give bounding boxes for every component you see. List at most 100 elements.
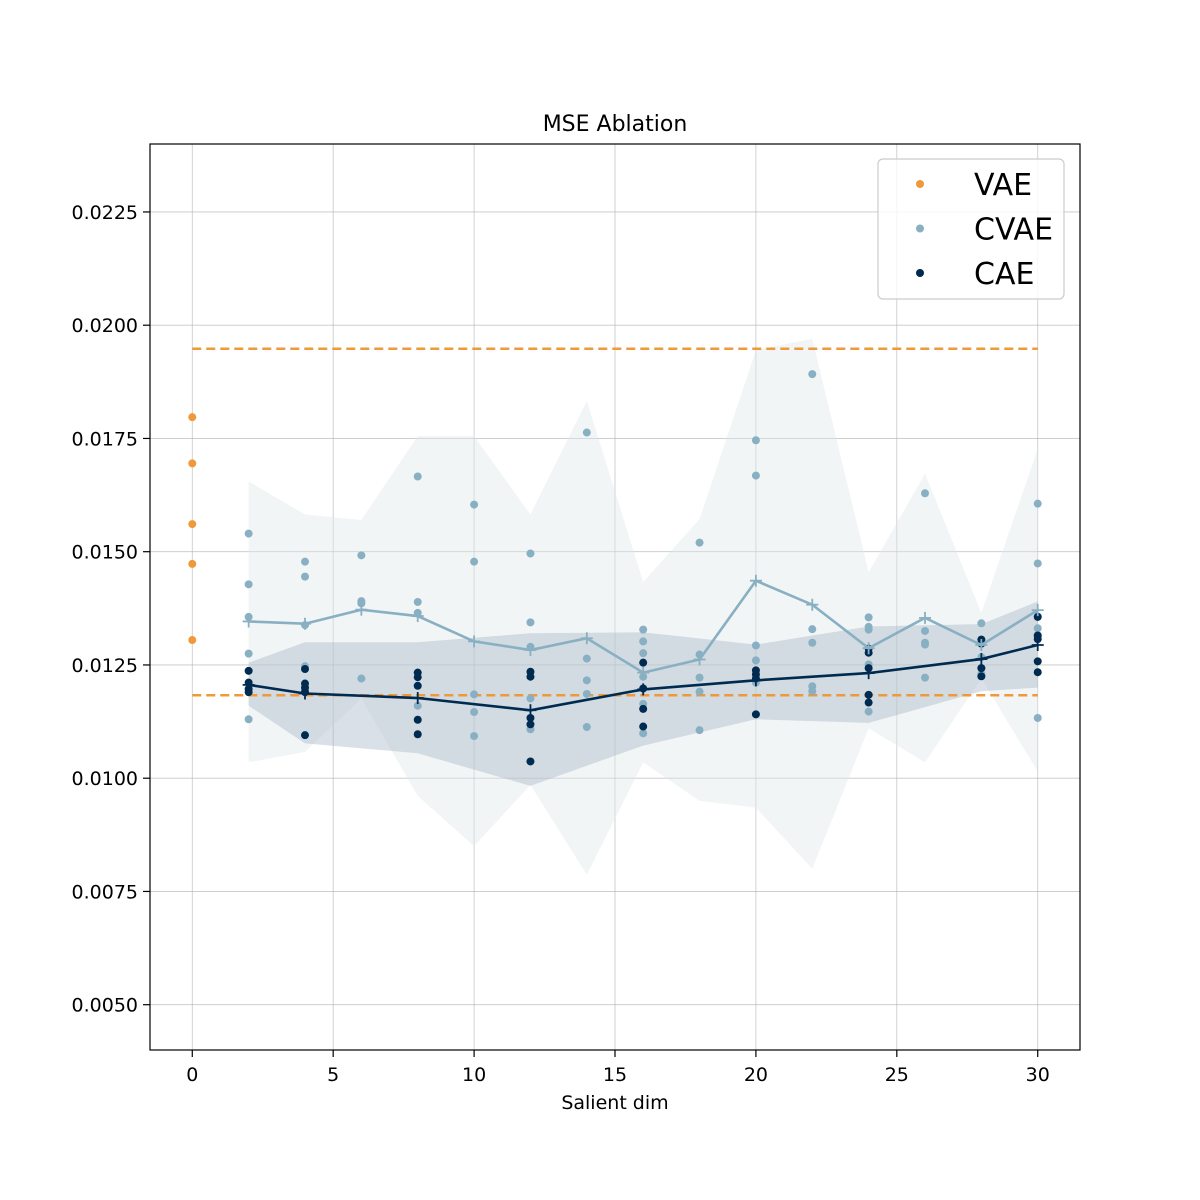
cvae-point	[751, 471, 760, 480]
vae-point	[188, 520, 197, 529]
cae-mean-marker	[299, 687, 311, 700]
cae-point	[977, 664, 986, 673]
cae-mean-marker	[242, 678, 255, 691]
cvae-point	[244, 529, 253, 538]
cvae-mean-marker	[242, 615, 255, 628]
legend-marker-cvae	[916, 224, 924, 233]
legend-label-cae: CAE	[974, 257, 1034, 292]
cae-point	[413, 730, 422, 739]
cae-mean-marker	[1031, 639, 1044, 652]
vae-point	[188, 636, 197, 645]
cvae-mean-marker	[862, 642, 875, 655]
cvae-mean-marker	[299, 617, 311, 630]
cae-mean-marker	[749, 674, 762, 687]
cvae-point	[357, 551, 366, 560]
y-tick-label: 0.0200	[72, 315, 138, 337]
y-tick-label: 0.0150	[72, 542, 138, 564]
cae-point	[244, 666, 253, 675]
cae-point	[526, 757, 535, 766]
cae-point	[977, 672, 986, 681]
cvae-point	[921, 673, 929, 682]
cvae-point	[977, 619, 986, 628]
cvae-point	[808, 625, 817, 634]
cvae-point	[864, 625, 873, 634]
cvae-mean-marker	[468, 635, 481, 648]
cvae-mean-marker	[975, 639, 988, 652]
cvae-point	[301, 557, 309, 566]
cvae-mean-marker	[1031, 604, 1044, 617]
cvae-point	[639, 649, 648, 658]
x-axis-label: Salient dim	[561, 1092, 668, 1114]
y-tick-label: 0.0100	[72, 768, 138, 790]
x-tick-label: 10	[462, 1064, 486, 1086]
x-tick-label: 5	[327, 1064, 339, 1086]
cvae-point	[695, 538, 704, 547]
cae-point	[1033, 657, 1042, 666]
cvae-mean-marker	[919, 611, 931, 624]
cvae-point	[470, 557, 479, 566]
vae-point	[188, 459, 197, 468]
x-tick-label: 15	[603, 1064, 627, 1086]
cae-point	[413, 715, 422, 724]
data-points	[188, 370, 1044, 766]
cvae-point	[582, 676, 591, 685]
x-tick-label: 25	[885, 1064, 909, 1086]
cae-point	[526, 720, 535, 729]
cvae-point	[413, 597, 422, 606]
cvae-point	[582, 689, 591, 698]
y-tick-label: 0.0175	[72, 428, 138, 450]
vae-point	[188, 559, 197, 568]
cvae-mean-marker	[637, 666, 650, 679]
cae-point	[526, 672, 535, 681]
cvae-point	[751, 641, 760, 650]
cvae-point	[639, 625, 648, 634]
cae-mean-marker	[975, 653, 988, 666]
cvae-point	[470, 732, 479, 741]
cvae-point	[470, 708, 479, 717]
cae-mean-marker	[411, 692, 424, 705]
cvae-mean-marker	[806, 598, 819, 611]
cae-point	[244, 688, 253, 697]
legend-marker-vae	[916, 180, 924, 188]
cvae-point	[470, 690, 479, 699]
cvae-point	[413, 472, 422, 481]
cvae-point	[244, 580, 253, 589]
cvae-point	[751, 436, 760, 445]
cvae-point	[639, 729, 648, 738]
cvae-point	[413, 701, 422, 710]
cae-mean-marker	[862, 667, 875, 680]
cvae-point	[582, 654, 591, 663]
cae-point	[864, 698, 873, 707]
cvae-point	[921, 489, 929, 498]
cae-mean-marker	[637, 683, 650, 696]
cvae-mean-marker	[580, 632, 593, 645]
legend-box	[877, 158, 1065, 300]
cvae-point	[808, 687, 817, 696]
cvae-point	[695, 673, 704, 682]
cvae-point	[639, 637, 648, 646]
cvae-point	[301, 572, 309, 581]
cvae-point	[1033, 559, 1042, 568]
y-tick-label: 0.0050	[72, 995, 138, 1017]
y-tick-label: 0.0225	[72, 202, 138, 224]
cvae-point	[695, 687, 704, 696]
cae-point	[639, 722, 648, 731]
cvae-point	[1033, 499, 1042, 508]
cvae-point	[751, 656, 760, 665]
cvae-mean-marker	[693, 653, 706, 666]
legend-marker-cae	[916, 269, 924, 277]
chart-title: MSE Ablation	[543, 112, 688, 137]
cvae-point	[357, 599, 366, 608]
cvae-point	[921, 640, 929, 649]
cae-point	[1033, 612, 1042, 621]
cae-point	[413, 681, 422, 690]
x-tick-label: 20	[744, 1064, 768, 1086]
cvae-mean-marker	[355, 603, 368, 616]
cae-point	[526, 713, 535, 722]
cvae-point	[921, 626, 929, 635]
cvae-point	[808, 370, 817, 379]
y-tick-label: 0.0125	[72, 655, 138, 677]
x-tick-label: 0	[186, 1064, 198, 1086]
cvae-point	[864, 613, 873, 622]
